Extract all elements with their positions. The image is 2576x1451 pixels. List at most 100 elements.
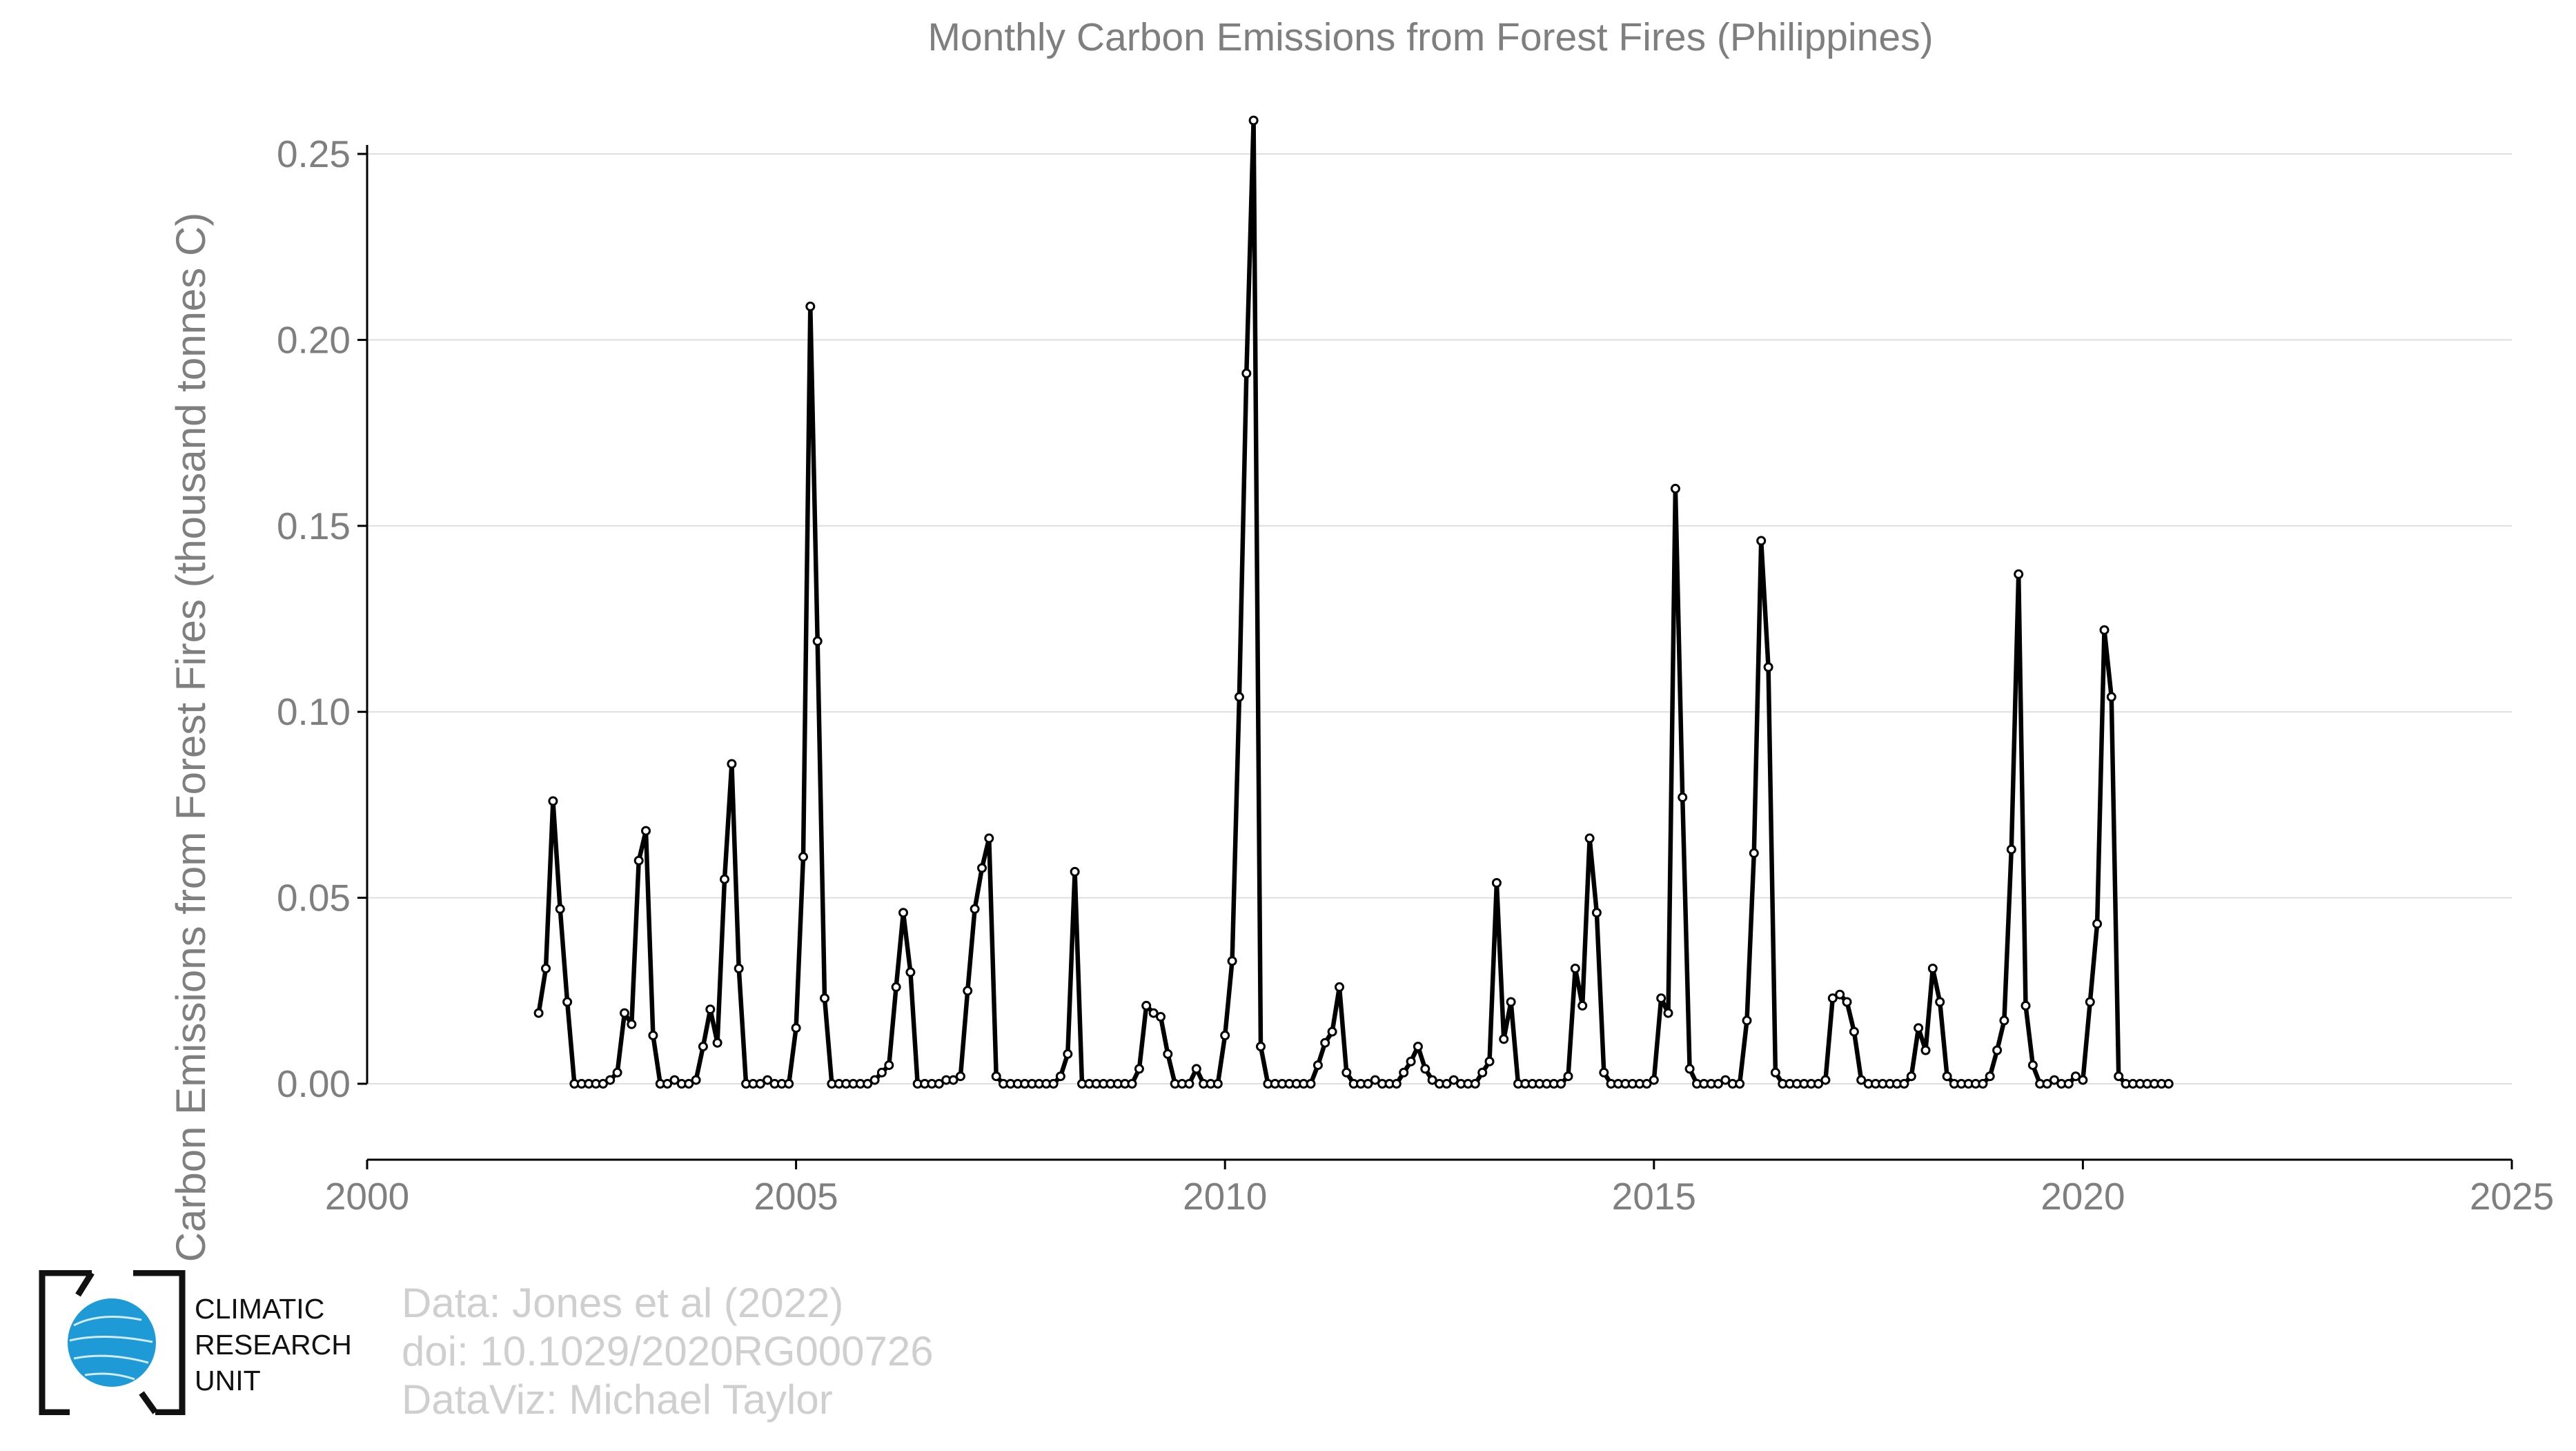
data-point (648, 1031, 658, 1040)
data-point (1713, 1079, 1723, 1089)
x-tick-label: 2010 (1183, 1175, 1267, 1218)
data-point (1684, 1064, 1695, 1074)
data-point (1370, 1075, 1380, 1085)
data-point (1248, 115, 1259, 126)
data-point (1477, 1067, 1488, 1078)
y-tick-label: 0.00 (277, 1062, 351, 1105)
data-point (2014, 569, 2024, 579)
data-point (1227, 956, 1237, 966)
data-point (627, 1019, 637, 1029)
data-point (727, 759, 737, 769)
data-point (1048, 1079, 1059, 1089)
data-point (1327, 1026, 1337, 1037)
y-axis-label: Carbon Emissions from Forest Fires (thou… (168, 213, 214, 1263)
data-point (1320, 1038, 1330, 1048)
data-point (1935, 997, 1945, 1007)
data-point (605, 1075, 616, 1085)
data-point (1999, 1015, 2009, 1026)
data-point (1599, 1067, 1609, 1078)
x-tick-label: 2000 (325, 1175, 409, 1218)
data-point (1906, 1071, 1916, 1082)
x-tick-label: 2020 (2041, 1175, 2125, 1218)
data-point (1678, 792, 1688, 803)
data-point (598, 1079, 608, 1089)
y-tick-label: 0.20 (277, 318, 351, 361)
data-point (1770, 1067, 1780, 1078)
data-point (2114, 1071, 2124, 1082)
data-point (763, 1075, 773, 1085)
data-point (1820, 1075, 1831, 1085)
data-point (1506, 997, 1516, 1007)
data-point (905, 967, 916, 977)
data-point (798, 852, 808, 862)
credit-data-source: Data: Jones et al (2022) (402, 1280, 844, 1326)
data-point (1191, 1064, 1201, 1074)
data-point (541, 964, 551, 973)
y-tick-label: 0.25 (277, 133, 351, 175)
data-point (1735, 1079, 1745, 1089)
data-point (1070, 866, 1080, 877)
data-point (869, 1075, 880, 1085)
data-point (2099, 625, 2110, 635)
data-point (1413, 1042, 1423, 1052)
data-point (1835, 989, 1845, 1000)
data-point (612, 1067, 622, 1078)
data-point (1649, 1075, 1659, 1085)
data-point (1134, 1064, 1144, 1074)
data-point (934, 1079, 944, 1089)
data-point (633, 855, 644, 866)
data-point (1256, 1042, 1266, 1052)
data-point (1742, 1015, 1752, 1026)
data-point (641, 826, 651, 836)
data-point (1720, 1075, 1731, 1085)
data-point (1663, 1008, 1673, 1018)
data-point (1763, 662, 1773, 672)
data-point (1148, 1008, 1159, 1018)
data-point (984, 833, 994, 844)
data-point (1942, 1071, 1952, 1082)
data-point (684, 1079, 694, 1089)
data-point (2021, 1000, 2031, 1011)
data-point (948, 1075, 958, 1085)
data-point (755, 1079, 765, 1089)
data-point (620, 1008, 629, 1018)
data-point (1163, 1049, 1173, 1059)
data-point (1591, 908, 1602, 918)
data-point (977, 863, 987, 873)
data-point (863, 1079, 873, 1089)
y-tick-label: 0.05 (277, 877, 351, 919)
data-point (705, 1004, 716, 1015)
data-point (1234, 692, 1244, 702)
data-point (1992, 1045, 2003, 1055)
data-point (562, 997, 573, 1007)
data-point (1306, 1079, 1316, 1089)
data-point (662, 1079, 673, 1089)
data-point (955, 1071, 965, 1082)
data-point (720, 874, 729, 884)
credit-dataviz: DataViz: Michael Taylor (402, 1376, 833, 1423)
chart-title: Monthly Carbon Emissions from Forest Fir… (927, 15, 1933, 59)
data-point (784, 1079, 794, 1089)
x-tick-label: 2005 (754, 1175, 838, 1218)
data-point (812, 636, 823, 646)
data-point (712, 1038, 722, 1048)
x-tick-label: 2025 (2470, 1175, 2554, 1218)
data-point (1899, 1079, 1909, 1089)
data-point (1212, 1079, 1223, 1089)
data-point (1442, 1079, 1452, 1089)
data-point (2006, 844, 2016, 855)
data-point (898, 908, 908, 918)
data-point (2063, 1079, 2074, 1089)
data-point (1914, 1023, 1924, 1033)
data-point (1978, 1079, 1988, 1089)
data-point (1584, 833, 1595, 844)
data-point (2092, 919, 2103, 929)
data-point (1399, 1067, 1409, 1078)
data-point (1570, 964, 1580, 973)
data-point (2085, 997, 2095, 1007)
data-point (698, 1042, 708, 1052)
data-point (2071, 1071, 2081, 1082)
data-point (1127, 1079, 1137, 1089)
cru-logo-icon (39, 1270, 186, 1415)
data-point (791, 1023, 801, 1033)
